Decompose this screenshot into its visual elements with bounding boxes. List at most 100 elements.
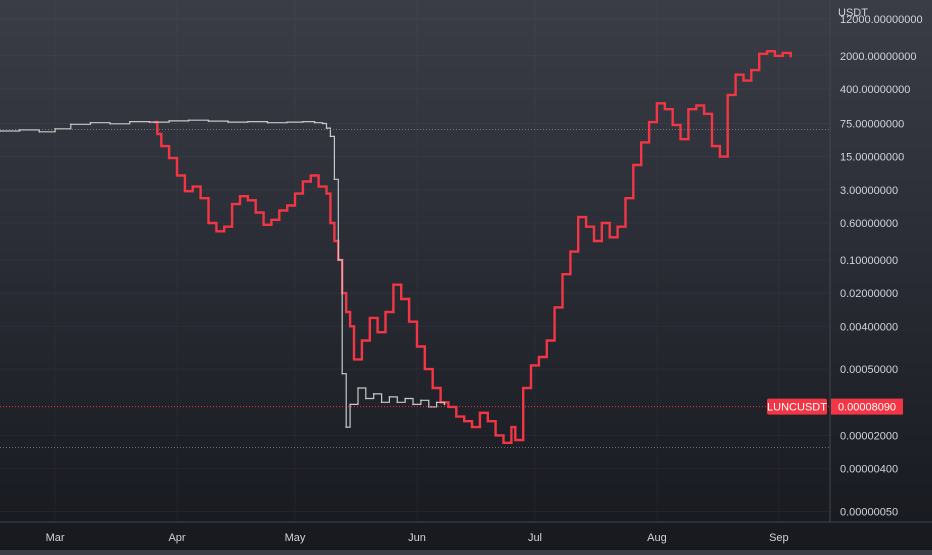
data-point	[160, 145, 163, 147]
data-point	[129, 120, 131, 123]
data-point	[789, 56, 792, 58]
x-tick-label: Mar	[46, 532, 65, 544]
x-tick-label: Apr	[168, 532, 185, 544]
data-point	[624, 197, 627, 199]
data-point	[400, 298, 403, 300]
data-point	[455, 415, 458, 418]
data-point	[227, 121, 229, 123]
data-point	[443, 403, 446, 406]
data-point	[349, 325, 351, 328]
data-point	[530, 364, 532, 367]
data-point	[471, 426, 473, 428]
data-point	[593, 240, 595, 242]
data-point	[168, 157, 170, 159]
data-point	[333, 178, 336, 181]
data-point	[38, 131, 41, 133]
data-point	[89, 121, 92, 124]
data-point	[486, 420, 489, 422]
y-tick-label: 75.00000000	[840, 118, 904, 130]
data-point	[703, 112, 705, 115]
data-point	[156, 133, 159, 135]
data-point	[545, 339, 548, 342]
data-point	[569, 250, 572, 253]
symbol-tag-label: LUNCUSDT	[767, 402, 827, 414]
price-axis[interactable]: 12000.00000000 2000.00000000 400.00000000 7…	[840, 14, 923, 519]
y-tick-label: 0.00000050	[840, 506, 898, 518]
data-point	[176, 174, 178, 177]
data-point	[750, 69, 753, 71]
data-point	[239, 195, 241, 198]
data-point	[561, 273, 564, 275]
data-point	[357, 387, 359, 389]
data-point	[479, 412, 481, 414]
price-tag-label: 0.00008090	[838, 402, 896, 414]
data-point	[341, 372, 344, 375]
data-point	[380, 401, 383, 404]
price-line-layer	[0, 128, 830, 448]
data-point	[309, 174, 312, 177]
y-tick-label: 0.00000400	[840, 464, 898, 476]
data-point	[687, 108, 690, 110]
data-point	[663, 108, 666, 110]
data-point	[302, 120, 304, 123]
last-price-tag[interactable]: LUNCUSDT 0.00008090	[767, 398, 903, 415]
data-point	[266, 121, 269, 124]
data-point	[384, 311, 387, 313]
series-group	[0, 119, 446, 428]
data-point	[199, 197, 202, 199]
data-point	[18, 129, 21, 131]
data-point	[361, 339, 363, 342]
series-line	[0, 119, 446, 428]
data-point	[742, 79, 745, 82]
y-tick-label: 0.02000000	[840, 288, 898, 300]
x-tick-label: Jul	[528, 532, 542, 544]
data-point	[396, 401, 399, 404]
data-point	[231, 203, 233, 205]
data-point	[424, 368, 426, 370]
data-point	[372, 393, 375, 395]
data-point	[616, 225, 619, 228]
data-point	[368, 317, 371, 319]
data-point	[191, 185, 194, 188]
data-point	[538, 356, 540, 358]
data-point	[207, 222, 210, 224]
series-line	[153, 50, 792, 444]
data-point	[325, 127, 328, 129]
data-point	[404, 397, 406, 400]
data-point	[781, 52, 784, 54]
data-point	[0, 130, 1, 132]
data-point	[656, 102, 658, 105]
data-point	[325, 192, 328, 195]
symbol-tag-bg	[767, 398, 827, 415]
y-tick-label: 2000.00000000	[840, 51, 916, 63]
data-point	[671, 124, 674, 126]
y-tick-label: 0.00400000	[840, 321, 898, 333]
data-point	[345, 426, 347, 428]
data-point	[254, 211, 257, 214]
price-axis-unit: USDT	[838, 7, 868, 19]
data-point	[553, 306, 556, 309]
data-point	[420, 399, 422, 402]
y-tick-label: 0.10000000	[840, 255, 898, 267]
data-point	[719, 155, 721, 158]
data-point	[640, 141, 642, 144]
series-group	[152, 50, 792, 444]
data-point	[302, 180, 304, 183]
data-point	[349, 403, 351, 406]
data-point	[726, 94, 729, 96]
data-point	[70, 123, 72, 126]
time-axis[interactable]: Mar Apr May Jun Jul Aug Sep	[46, 532, 789, 544]
y-tick-label: 0.00002000	[840, 430, 898, 442]
data-point	[184, 190, 186, 193]
data-point	[494, 434, 497, 437]
data-point	[294, 192, 296, 195]
data-point	[376, 331, 379, 333]
data-point	[278, 209, 281, 212]
data-point	[412, 403, 414, 406]
data-point	[408, 320, 410, 323]
data-point	[679, 138, 682, 140]
data-point	[215, 230, 218, 233]
data-point	[109, 122, 111, 125]
